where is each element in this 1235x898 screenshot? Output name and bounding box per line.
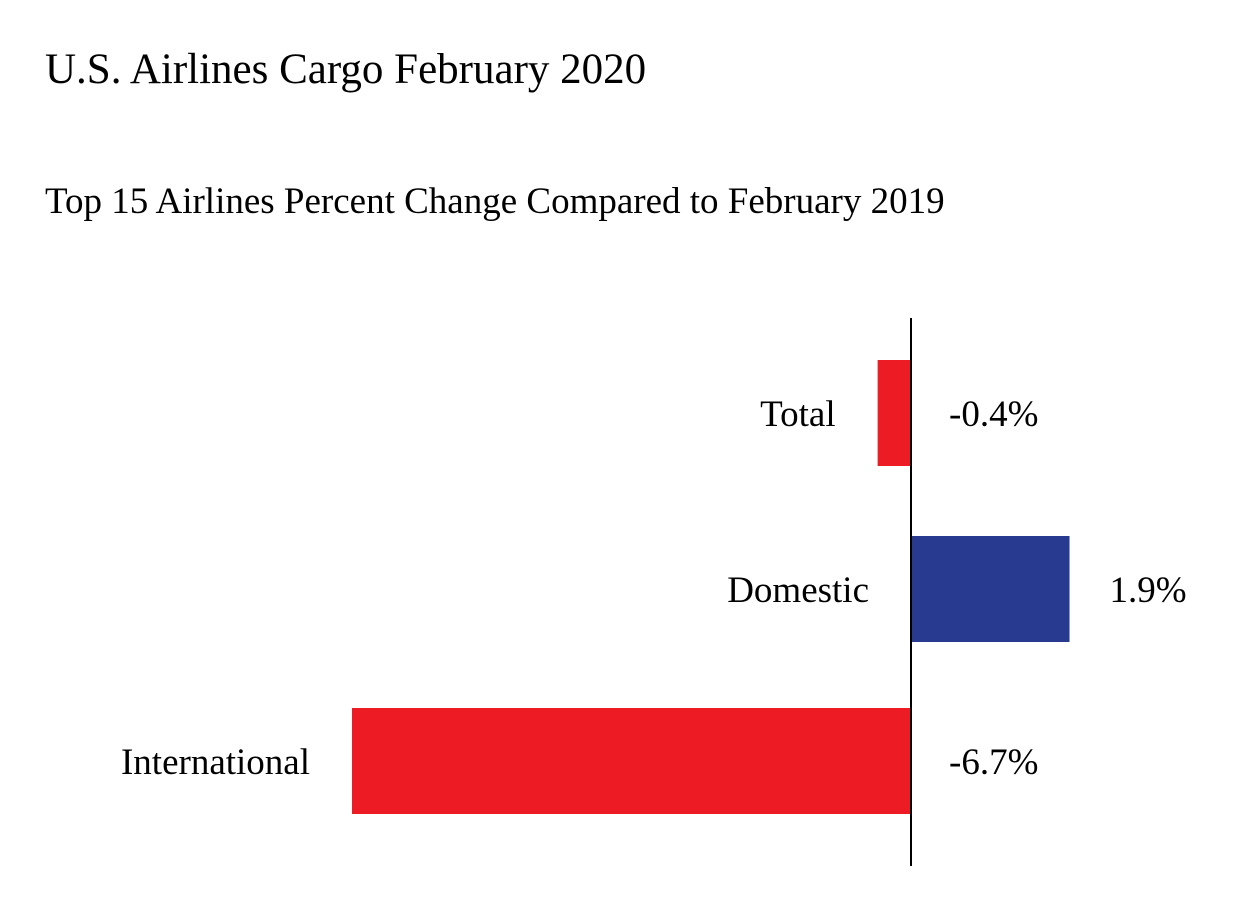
value-label-domestic: 1.9% <box>1110 570 1187 611</box>
bar-total <box>877 360 911 466</box>
chart-subtitle: Top 15 Airlines Percent Change Compared … <box>45 181 945 222</box>
value-label-international: -6.7% <box>949 742 1038 783</box>
value-label-total: -0.4% <box>949 394 1038 435</box>
category-label-domestic: Domestic <box>727 570 869 611</box>
bar-domestic <box>911 536 1070 642</box>
category-label-total: Total <box>760 394 836 435</box>
bar-international <box>352 708 911 814</box>
category-label-international: International <box>121 742 310 783</box>
chart-title: U.S. Airlines Cargo February 2020 <box>45 46 647 93</box>
